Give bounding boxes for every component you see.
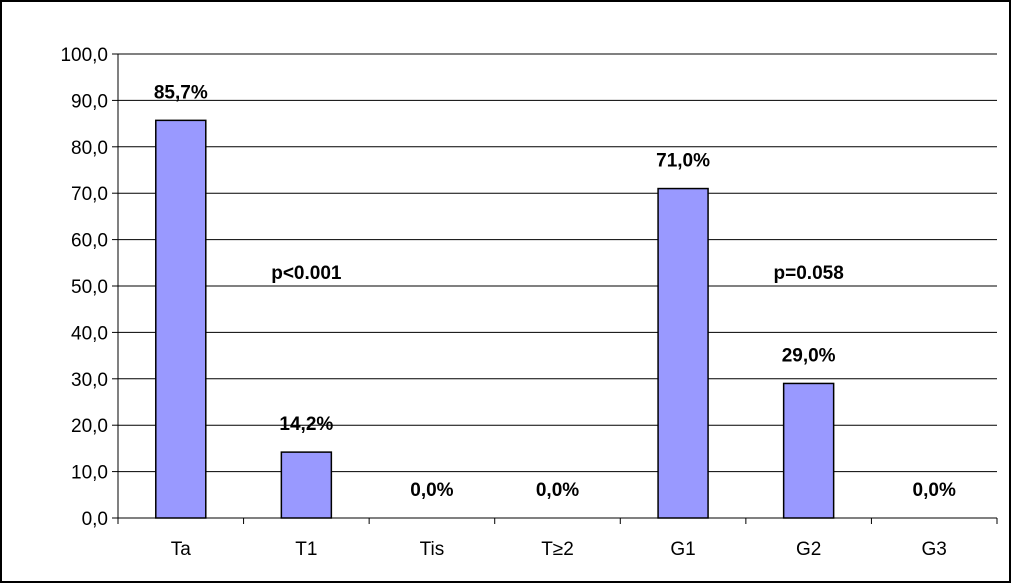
bar-5: [782, 382, 835, 519]
y-tick-label: 90,0: [71, 91, 108, 112]
y-tick-label: 30,0: [71, 370, 108, 391]
bar-1: [280, 451, 333, 519]
y-tick-label: 40,0: [71, 323, 108, 344]
y-tick-label: 80,0: [71, 138, 108, 159]
p-value-annotation: p<0.001: [271, 263, 342, 284]
x-tick-label: Ta: [171, 539, 192, 560]
data-label: 0,0%: [536, 480, 579, 501]
y-tick-label: 0,0: [82, 509, 108, 530]
y-tick-label: 100,0: [60, 45, 108, 66]
bar-0: [155, 119, 207, 519]
bars: [155, 119, 835, 519]
y-tick-label: 60,0: [71, 231, 108, 252]
x-tick-label: G2: [796, 539, 821, 560]
bar-4: [657, 187, 709, 519]
data-labels: 85,7% 14,2% 0,0% 0,0% 71,0% 29,0% 0,0%: [154, 82, 956, 501]
data-label: 14,2%: [279, 414, 333, 435]
data-label: 0,0%: [913, 480, 956, 501]
y-tick-label: 50,0: [71, 277, 108, 298]
annotations: p<0.001 p=0.058: [271, 263, 844, 284]
y-tick-label: 10,0: [71, 463, 108, 484]
y-tick-label: 20,0: [71, 416, 108, 437]
data-label: 85,7%: [154, 82, 208, 103]
x-tick-label: Tis: [420, 539, 445, 560]
x-tick-label: G1: [670, 539, 695, 560]
data-label: 0,0%: [410, 480, 453, 501]
x-tick-label: T≥2: [541, 539, 574, 560]
x-tick-label: T1: [295, 539, 317, 560]
p-value-annotation: p=0.058: [774, 263, 844, 284]
x-tick-label: G3: [922, 539, 947, 560]
data-label: 29,0%: [782, 345, 836, 366]
data-label: 71,0%: [656, 151, 710, 172]
y-tick-label: 70,0: [71, 184, 108, 205]
axes: 0,0 10,0 20,0 30,0 40,0 50,0 60,0 70,0 80,0 90,0 1…: [60, 45, 998, 560]
gridlines: [118, 53, 997, 473]
